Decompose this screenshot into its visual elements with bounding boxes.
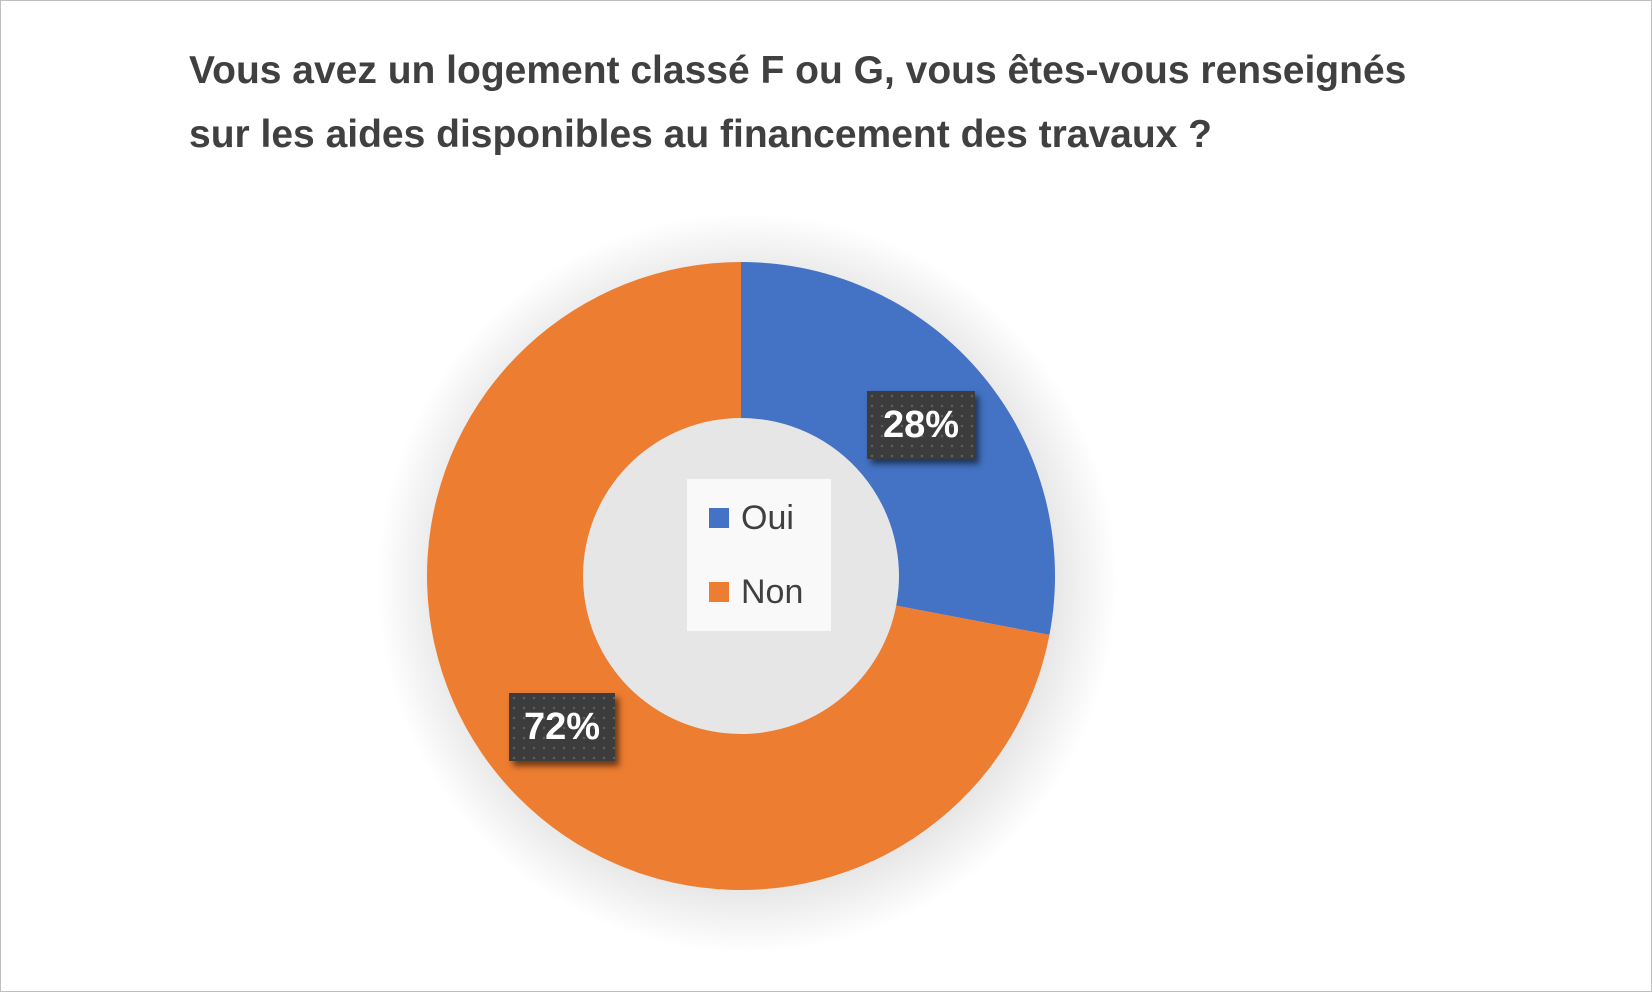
chart-title: Vous avez un logement classé F ou G, vou… (189, 39, 1509, 167)
legend-swatch-non (709, 582, 729, 602)
legend-swatch-oui (709, 508, 729, 528)
legend-item-non: Non (709, 572, 803, 612)
data-label-non: 72% (509, 693, 615, 761)
legend: Oui Non (687, 479, 831, 631)
chart-title-line-1: Vous avez un logement classé F ou G, vou… (189, 49, 1407, 92)
legend-item-oui: Oui (709, 498, 794, 538)
chart-title-line-2: sur les aides disponibles au financement… (189, 113, 1213, 156)
data-label-oui: 28% (867, 391, 975, 459)
legend-label-non: Non (741, 573, 804, 611)
legend-label-oui: Oui (741, 499, 794, 537)
